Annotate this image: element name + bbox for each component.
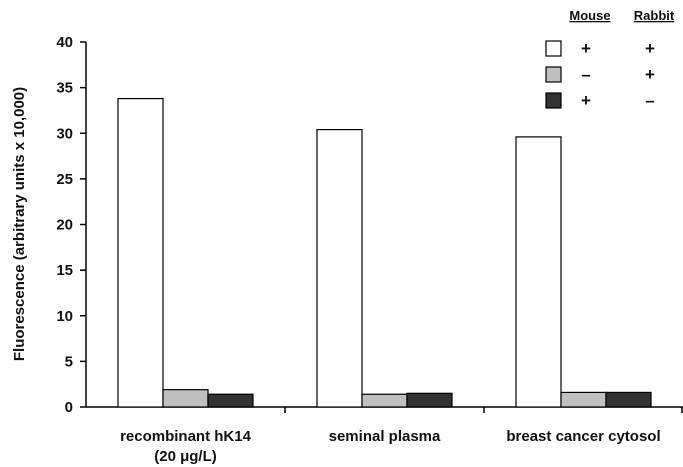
y-tick-label: 10	[56, 308, 73, 325]
legend-swatch	[545, 40, 562, 57]
bar	[560, 391, 607, 408]
y-tick-label: 0	[65, 399, 73, 416]
category-label: breast cancer cytosol	[506, 428, 660, 445]
y-tick-label: 40	[56, 34, 73, 51]
x-axis: recombinant hK14 (20 μg/L) seminal plasma b…	[86, 406, 683, 465]
legend-header: Mouse	[569, 8, 610, 23]
bar	[515, 136, 562, 408]
bar	[605, 391, 652, 408]
legend-swatch	[545, 92, 562, 109]
category-label: seminal plasma	[329, 428, 441, 445]
y-tick-label: 35	[56, 80, 73, 97]
legend-swatch	[545, 66, 562, 83]
y-tick-label: 30	[56, 125, 73, 142]
legend-sign: +	[645, 65, 655, 84]
legend-sign: –	[581, 65, 590, 84]
bar	[162, 389, 209, 408]
legend-header: Rabbit	[634, 8, 675, 23]
bar	[406, 392, 453, 408]
legend-sign: +	[581, 39, 591, 58]
category-label: recombinant hK14	[120, 428, 252, 445]
legend-sign: +	[581, 91, 591, 110]
y-tick-label: 5	[65, 353, 73, 370]
legend-sign: +	[645, 39, 655, 58]
bar	[361, 393, 408, 408]
y-tick-label: 25	[56, 171, 73, 188]
category-label: (20 μg/L)	[154, 448, 217, 465]
bar	[207, 393, 254, 408]
bar	[316, 129, 363, 408]
y-axis: 0 5 10 15 20 25 30 35 40	[56, 34, 87, 416]
bar	[117, 97, 164, 408]
y-tick-label: 20	[56, 217, 73, 234]
y-tick-label: 15	[56, 262, 73, 279]
bars	[117, 97, 652, 408]
y-axis-title: Fluorescence (arbitrary units x 10,000)	[11, 87, 28, 361]
legend: Mouse Rabbit + + – + + –	[545, 8, 675, 110]
legend-sign: –	[645, 91, 654, 110]
